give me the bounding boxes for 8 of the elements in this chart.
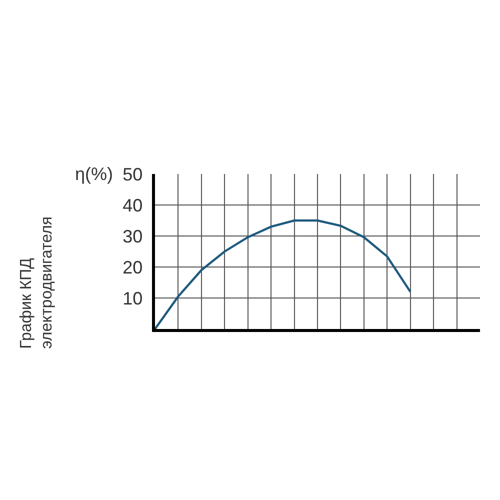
y-tick-label: 40 [122,195,143,216]
text: График КПД электродвигателя [18,216,56,349]
y-tick-label: 50 [122,164,143,184]
y-axis-title: η(%) [75,164,114,184]
y-tick-label: 10 [122,288,143,308]
line-series [155,219,412,329]
y-tick-label: 20 [122,257,143,278]
y-tick-label: 30 [122,226,143,246]
